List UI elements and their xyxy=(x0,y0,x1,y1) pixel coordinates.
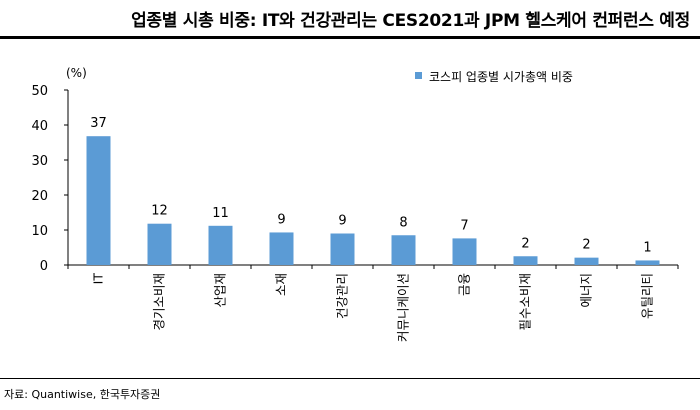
bar xyxy=(635,260,660,265)
bar xyxy=(452,238,477,265)
bar xyxy=(391,235,416,265)
data-labels: 37 12 11 9 9 8 7 2 2 1 xyxy=(90,116,651,255)
data-label: 9 xyxy=(338,214,346,229)
bars xyxy=(86,136,660,265)
data-label: 37 xyxy=(90,116,107,131)
x-tick-label: 경기소비재 xyxy=(152,273,167,331)
x-axis-labels: IT 경기소비재 산업재 소재 건강관리 커뮤니케이션 금융 필수소비재 에너지 유틸리티 xyxy=(91,273,655,342)
bar xyxy=(208,225,233,265)
data-label: 8 xyxy=(399,215,407,230)
bar xyxy=(574,257,599,265)
x-tick-label: 산업재 xyxy=(213,273,228,308)
x-tick-label: 필수소비재 xyxy=(518,273,533,331)
legend: 코스피 업종별 시가총액 비중 xyxy=(415,70,573,84)
x-tick-label: 건강관리 xyxy=(335,273,350,319)
x-tick-label: 소재 xyxy=(274,273,289,296)
x-tick-label: IT xyxy=(91,273,106,285)
bar-chart: 0 10 20 30 40 50 37 12 11 9 9 8 7 2 2 1 IT 경기소비재 산업재 소재 건강… xyxy=(31,66,679,342)
bar xyxy=(513,256,538,265)
x-tick-label: 유틸리티 xyxy=(640,273,655,319)
y-tick-label: 10 xyxy=(31,224,48,239)
title-rule xyxy=(0,36,700,39)
x-tick-label: 금융 xyxy=(457,273,472,296)
y-tick-label: 40 xyxy=(31,119,48,134)
y-tick-label: 20 xyxy=(31,189,48,204)
bottom-rule xyxy=(0,378,700,379)
x-tick-label: 커뮤니케이션 xyxy=(396,273,411,342)
source-note: 자료: Quantiwise, 한국투자증권 xyxy=(4,388,161,401)
y-tick-label: 50 xyxy=(31,84,48,99)
data-label: 7 xyxy=(460,218,468,233)
data-label: 12 xyxy=(151,204,168,219)
data-label: 1 xyxy=(643,240,651,255)
legend-swatch xyxy=(415,72,422,79)
x-tick-label: 에너지 xyxy=(579,273,594,308)
y-unit-label: (%) xyxy=(66,66,87,80)
bar xyxy=(330,233,355,265)
y-axis-ticks: 0 10 20 30 40 50 xyxy=(31,84,68,274)
data-label: 11 xyxy=(212,206,229,221)
y-tick-label: 0 xyxy=(40,259,48,274)
bar xyxy=(147,223,172,265)
y-tick-label: 30 xyxy=(31,154,48,169)
bar xyxy=(269,232,294,265)
data-label: 2 xyxy=(521,236,529,251)
legend-label: 코스피 업종별 시가총액 비중 xyxy=(429,70,573,84)
data-label: 2 xyxy=(582,238,590,253)
chart-title: 업종별 시총 비중: IT와 건강관리는 CES2021과 JPM 헬스케어 컨… xyxy=(131,11,690,31)
data-label: 9 xyxy=(277,212,285,227)
bar xyxy=(86,136,111,265)
